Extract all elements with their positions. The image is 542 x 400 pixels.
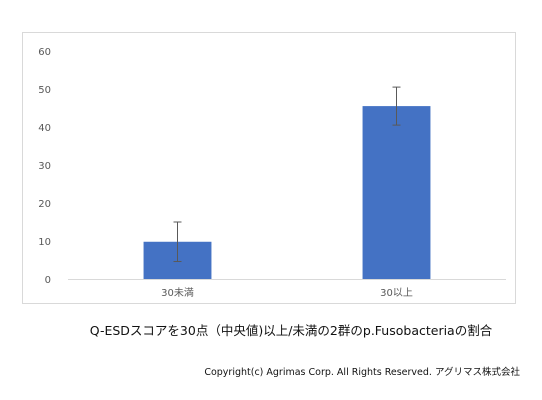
- x-category-label: 30以上: [380, 287, 413, 299]
- y-tick-label: 40: [38, 123, 51, 134]
- y-tick-label: 0: [45, 275, 51, 286]
- y-tick-label: 50: [38, 85, 51, 96]
- chart-caption: Q-ESDスコアを30点（中央値)以上/未満の2群のp.Fusobacteria…: [89, 323, 493, 338]
- y-tick-label: 20: [38, 199, 51, 210]
- y-tick-label: 60: [38, 47, 51, 58]
- y-tick-label: 30: [38, 161, 51, 172]
- bar-chart: 0 10 20 30 40 50 60 30未満 30以上: [38, 47, 506, 299]
- copyright-text: Copyright(c) Agrimas Corp. All Rights Re…: [204, 367, 520, 378]
- chart-frame: 0 10 20 30 40 50 60 30未満 30以上: [22, 32, 516, 304]
- y-tick-label: 10: [38, 237, 51, 248]
- bar-2: [362, 106, 431, 279]
- x-category-label: 30未満: [161, 287, 194, 299]
